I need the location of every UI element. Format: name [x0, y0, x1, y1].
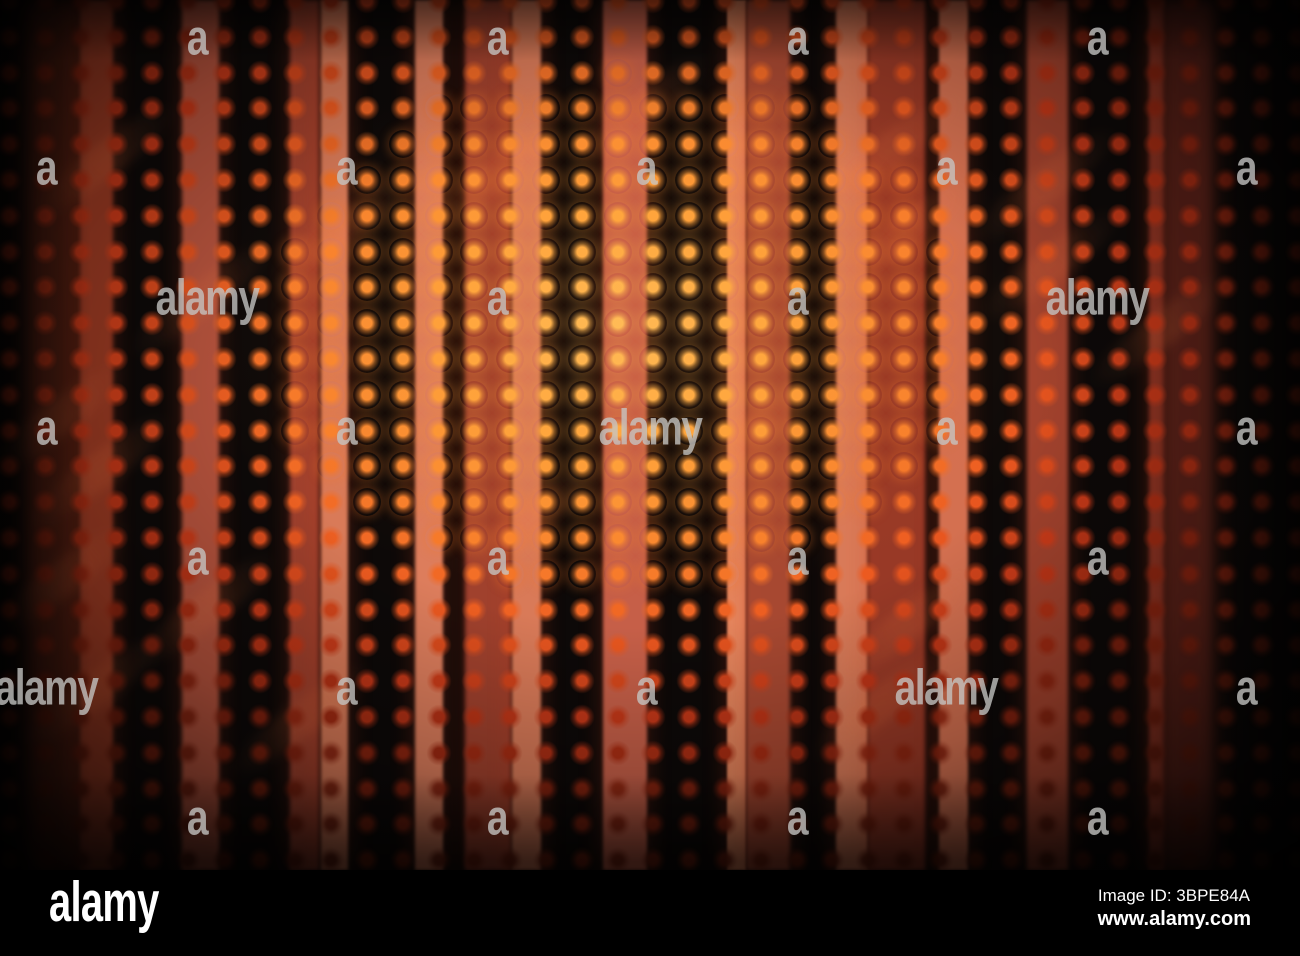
alamy-watermark: a — [486, 789, 509, 846]
alamy-logo: alamy — [49, 870, 159, 934]
image-id-text: Image ID: 3BPE84A — [1097, 886, 1250, 905]
alamy-watermark: a — [486, 9, 509, 66]
watermark-layer: a a a a a a a a a alamy a a alamy a a alamy a a a a a a alamy a… — [0, 9, 1258, 846]
alamy-watermark: a — [1086, 9, 1109, 66]
alamy-watermark: a — [35, 399, 58, 456]
alamy-watermark: a — [1235, 659, 1258, 716]
alamy-watermark: a — [786, 9, 809, 66]
alamy-watermark: alamy — [894, 659, 999, 716]
alamy-watermark: a — [486, 529, 509, 586]
alamy-watermark: a — [335, 659, 358, 716]
alamy-watermark: alamy — [1045, 269, 1150, 326]
alamy-watermark: a — [786, 269, 809, 326]
alamy-watermark: a — [186, 789, 209, 846]
website-text: www.alamy.com — [1097, 908, 1251, 930]
alamy-watermark: alamy — [155, 269, 260, 326]
alamy-watermark: a — [186, 529, 209, 586]
alamy-watermark: a — [1086, 789, 1109, 846]
alamy-watermark: a — [186, 9, 209, 66]
alamy-watermark: a — [786, 789, 809, 846]
alamy-watermark: alamy — [598, 399, 703, 456]
alamy-watermark: a — [486, 269, 509, 326]
alamy-watermark: a — [635, 659, 658, 716]
alamy-watermark: alamy — [0, 659, 99, 716]
alamy-watermark: a — [935, 139, 958, 196]
watermark-footer-bar — [0, 870, 1300, 956]
alamy-watermark: a — [786, 529, 809, 586]
alamy-watermark: a — [1235, 139, 1258, 196]
alamy-watermark: a — [335, 399, 358, 456]
alamy-watermark: a — [35, 139, 58, 196]
alamy-watermark: a — [1086, 529, 1109, 586]
alamy-watermark: a — [935, 399, 958, 456]
alamy-watermark: a — [335, 139, 358, 196]
alamy-watermark: a — [1235, 399, 1258, 456]
led-dot-pattern-image: a a a a a a a a a alamy a a alamy a a alamy a a a a a a alamy a… — [0, 0, 1300, 870]
alamy-watermark: a — [635, 139, 658, 196]
